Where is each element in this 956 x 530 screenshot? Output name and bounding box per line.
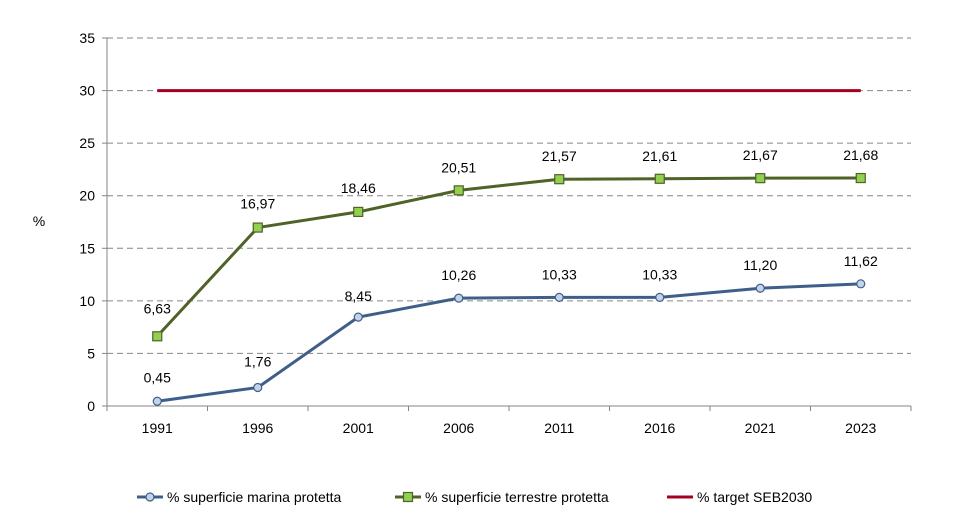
data-point — [152, 331, 163, 342]
series-line — [157, 282, 861, 403]
legend-item: % target SEB2030 — [667, 489, 812, 505]
y-axis-ticks: 0 5 10 15 20 25 30 35 — [79, 30, 107, 414]
data-point — [654, 173, 665, 184]
data-label: 21,61 — [642, 148, 677, 164]
series-1: 6,63 16,97 18,46 20,51 21,57 21,61 21,67 21,68 — [144, 147, 878, 342]
data-point — [655, 292, 665, 302]
data-point — [353, 206, 364, 218]
legend-item: % superficie marina protetta — [137, 489, 342, 505]
legend-item: % superficie terrestre protetta — [395, 489, 609, 505]
x-tick-label: 1996 — [242, 420, 273, 436]
data-label: 8,45 — [345, 288, 372, 304]
axes — [106, 38, 911, 407]
data-label: 10,26 — [441, 267, 476, 283]
data-label: 21,67 — [743, 147, 778, 163]
data-point — [856, 279, 866, 289]
grid-lines — [107, 37, 911, 354]
y-tick-label: 10 — [79, 293, 95, 309]
y-tick-label: 20 — [79, 188, 95, 204]
x-tick-label: 2006 — [443, 420, 474, 436]
x-tick-label: 2016 — [644, 420, 675, 436]
data-point — [454, 293, 464, 303]
data-point — [252, 222, 263, 233]
y-tick-label: 35 — [79, 30, 95, 46]
series-line — [156, 176, 861, 338]
data-point — [353, 312, 363, 322]
data-label: 18,46 — [341, 180, 376, 196]
y-tick-label: 25 — [79, 135, 95, 151]
legend-label: % target SEB2030 — [697, 489, 812, 505]
data-label: 21,57 — [542, 148, 577, 164]
legend-label: % superficie marina protetta — [167, 489, 342, 505]
data-label: 11,62 — [844, 253, 878, 269]
series-0: 0,45 1,76 8,45 10,26 10,33 10,33 11,20 11,62 — [144, 253, 878, 406]
legend-swatch-marker — [145, 492, 155, 502]
legend: % superficie marina protetta % superficie… — [137, 489, 812, 505]
legend-swatch-marker — [402, 491, 414, 503]
y-axis-label: % — [33, 213, 45, 229]
data-point — [554, 174, 565, 185]
x-tick-label: 2023 — [845, 420, 876, 436]
y-tick-label: 30 — [79, 83, 95, 99]
x-tick-label: 1991 — [142, 420, 173, 436]
data-point — [755, 173, 766, 184]
data-label: 10,33 — [642, 266, 677, 282]
data-label: 0,45 — [144, 369, 171, 385]
data-label: 20,51 — [441, 159, 476, 175]
data-label: 1,76 — [244, 353, 271, 369]
x-tick-label: 2021 — [745, 420, 776, 436]
x-tick-label: 2001 — [343, 420, 374, 436]
data-label: 11,20 — [743, 257, 777, 273]
data-point — [253, 382, 263, 393]
data-point — [755, 283, 765, 293]
data-label: 10,33 — [542, 266, 577, 282]
data-point — [554, 292, 564, 302]
data-point — [453, 185, 464, 196]
legend-label: % superficie terrestre protetta — [425, 489, 609, 505]
y-tick-label: 0 — [87, 398, 95, 414]
y-tick-label: 5 — [87, 345, 95, 361]
data-label: 6,63 — [144, 300, 171, 316]
x-axis-ticks: 1991 1996 2001 2006 2011 2016 2021 2023 — [106, 406, 912, 436]
data-point — [855, 172, 866, 184]
data-point — [152, 396, 162, 406]
x-tick-label: 2011 — [544, 420, 574, 436]
data-label: 16,97 — [240, 196, 275, 212]
data-label: 21,68 — [843, 147, 878, 163]
y-tick-label: 15 — [79, 240, 95, 256]
